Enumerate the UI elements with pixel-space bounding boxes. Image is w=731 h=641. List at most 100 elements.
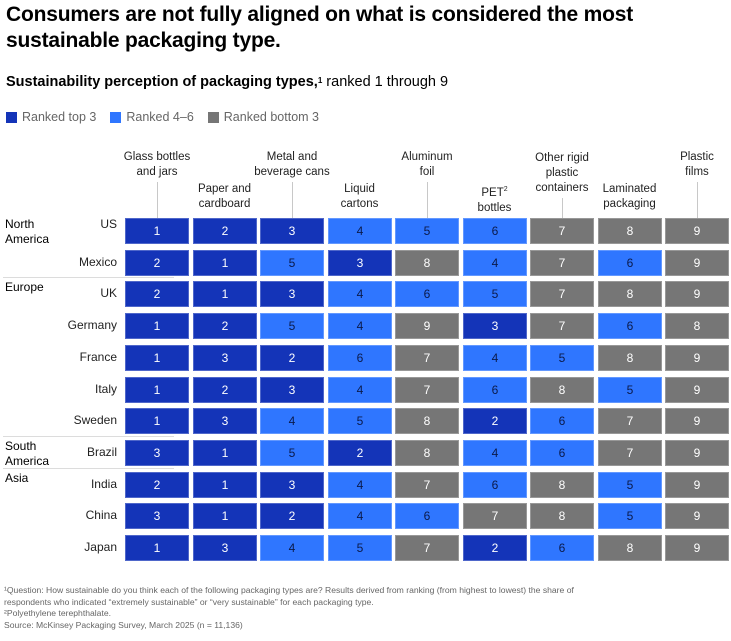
cell-value: 8 bbox=[558, 478, 566, 492]
column-header-line: PET2 bbox=[481, 186, 508, 199]
heatmap-cell: 4 bbox=[260, 535, 324, 561]
heatmap-cell: 6 bbox=[463, 472, 527, 498]
cell-value: 9 bbox=[693, 287, 701, 301]
heatmap-cell: 8 bbox=[530, 377, 594, 403]
column-header: Plastic films bbox=[642, 150, 731, 180]
country-label: China bbox=[85, 508, 117, 523]
region-label-line: Europe bbox=[5, 280, 44, 295]
heatmap-cell: 8 bbox=[395, 250, 459, 276]
heatmap-cell: 3 bbox=[193, 345, 257, 371]
cell-value: 6 bbox=[423, 509, 431, 523]
cell-value: 1 bbox=[221, 256, 229, 270]
heatmap-cell: 7 bbox=[598, 440, 662, 466]
cell-value: 4 bbox=[356, 287, 364, 301]
cell-value: 2 bbox=[153, 478, 161, 492]
heatmap-cell: 6 bbox=[463, 377, 527, 403]
heatmap-cell: 9 bbox=[665, 535, 729, 561]
cell-value: 7 bbox=[423, 478, 431, 492]
heatmap-cell: 2 bbox=[125, 250, 189, 276]
country-label: Japan bbox=[84, 540, 117, 554]
cell-value: 1 bbox=[153, 224, 161, 238]
cell-value: 4 bbox=[491, 351, 499, 365]
cell-value: 8 bbox=[423, 256, 431, 270]
cell-value: 3 bbox=[288, 224, 296, 238]
cell-value: 8 bbox=[423, 414, 431, 428]
column-header-line: films bbox=[685, 166, 709, 178]
cell-value: 9 bbox=[693, 224, 701, 238]
heatmap-cell: 9 bbox=[665, 472, 729, 498]
column-header-line: beverage cans bbox=[254, 166, 330, 178]
cell-value: 6 bbox=[491, 478, 499, 492]
cell-value: 7 bbox=[423, 351, 431, 365]
cell-value: 2 bbox=[288, 351, 296, 365]
heatmap-cell: 7 bbox=[598, 408, 662, 434]
legend-item-bottom3: Ranked bottom 3 bbox=[207, 110, 319, 124]
column-header-line: Paper and bbox=[197, 183, 252, 195]
cell-value: 8 bbox=[423, 446, 431, 460]
cell-value: 2 bbox=[153, 287, 161, 301]
cell-value: 2 bbox=[153, 256, 161, 270]
heatmap-cell: 5 bbox=[395, 218, 459, 244]
country-label: UK bbox=[100, 286, 117, 301]
cell-value: 9 bbox=[693, 383, 701, 397]
cell-value: 7 bbox=[423, 383, 431, 397]
heatmap-cell: 7 bbox=[530, 313, 594, 339]
column-header: Glass bottles and jars bbox=[102, 150, 212, 180]
heatmap-cell: 3 bbox=[260, 472, 324, 498]
heatmap-cell: 6 bbox=[328, 345, 392, 371]
heatmap-cell: 5 bbox=[260, 250, 324, 276]
heatmap-cell: 5 bbox=[463, 281, 527, 307]
cell-value: 5 bbox=[626, 478, 634, 492]
heatmap-cell: 8 bbox=[530, 503, 594, 529]
cell-value: 8 bbox=[558, 383, 566, 397]
cell-value: 4 bbox=[491, 256, 499, 270]
cell-value: 7 bbox=[558, 256, 566, 270]
heatmap-cell: 5 bbox=[598, 503, 662, 529]
cell-value: 6 bbox=[491, 224, 499, 238]
legend-swatch-top3 bbox=[6, 111, 17, 123]
heatmap-cell: 4 bbox=[328, 377, 392, 403]
legend-swatch-mid bbox=[110, 111, 122, 123]
cell-value: 8 bbox=[626, 224, 634, 238]
heatmap-cell: 3 bbox=[328, 250, 392, 276]
heatmap-cell: 5 bbox=[260, 440, 324, 466]
chart-title: Consumers are not fully aligned on what … bbox=[6, 3, 634, 52]
column-header-line: plastic bbox=[545, 167, 579, 179]
cell-value: 4 bbox=[356, 509, 364, 523]
cell-value: 2 bbox=[491, 414, 499, 428]
cell-value: 5 bbox=[356, 541, 364, 555]
cell-value: 3 bbox=[221, 541, 229, 555]
heatmap-cell: 1 bbox=[125, 408, 189, 434]
heatmap-cell: 9 bbox=[395, 313, 459, 339]
column-header-line: Liquid bbox=[344, 183, 375, 195]
legend-label: Ranked bottom 3 bbox=[223, 110, 319, 124]
heatmap-cell: 1 bbox=[125, 345, 189, 371]
cell-value: 4 bbox=[491, 446, 499, 460]
heatmap-cell: 3 bbox=[260, 281, 324, 307]
heatmap-cell: 7 bbox=[395, 377, 459, 403]
cell-value: 5 bbox=[491, 287, 499, 301]
heatmap-cell: 2 bbox=[125, 281, 189, 307]
column-header: Paper and cardboard bbox=[170, 182, 280, 212]
heatmap-cell: 7 bbox=[463, 503, 527, 529]
cell-value: 3 bbox=[288, 287, 296, 301]
heatmap-cell: 1 bbox=[193, 281, 257, 307]
legend-label: Ranked 4–6 bbox=[126, 110, 194, 124]
heatmap-cell: 3 bbox=[193, 535, 257, 561]
heatmap-cell: 8 bbox=[395, 440, 459, 466]
heatmap-cell: 8 bbox=[665, 313, 729, 339]
heatmap-cell: 6 bbox=[598, 313, 662, 339]
cell-value: 6 bbox=[558, 414, 566, 428]
cell-value: 5 bbox=[626, 509, 634, 523]
cell-value: 5 bbox=[356, 414, 364, 428]
legend-item-top3: Ranked top 3 bbox=[6, 110, 96, 124]
heatmap-cell: 6 bbox=[530, 440, 594, 466]
cell-value: 6 bbox=[626, 256, 634, 270]
heatmap-cell: 7 bbox=[530, 281, 594, 307]
heatmap-cell: 4 bbox=[260, 408, 324, 434]
cell-value: 1 bbox=[153, 319, 161, 333]
region-divider bbox=[3, 435, 174, 437]
cell-value: 5 bbox=[423, 224, 431, 238]
cell-value: 3 bbox=[288, 478, 296, 492]
column-header: Liquid cartons bbox=[305, 182, 415, 212]
